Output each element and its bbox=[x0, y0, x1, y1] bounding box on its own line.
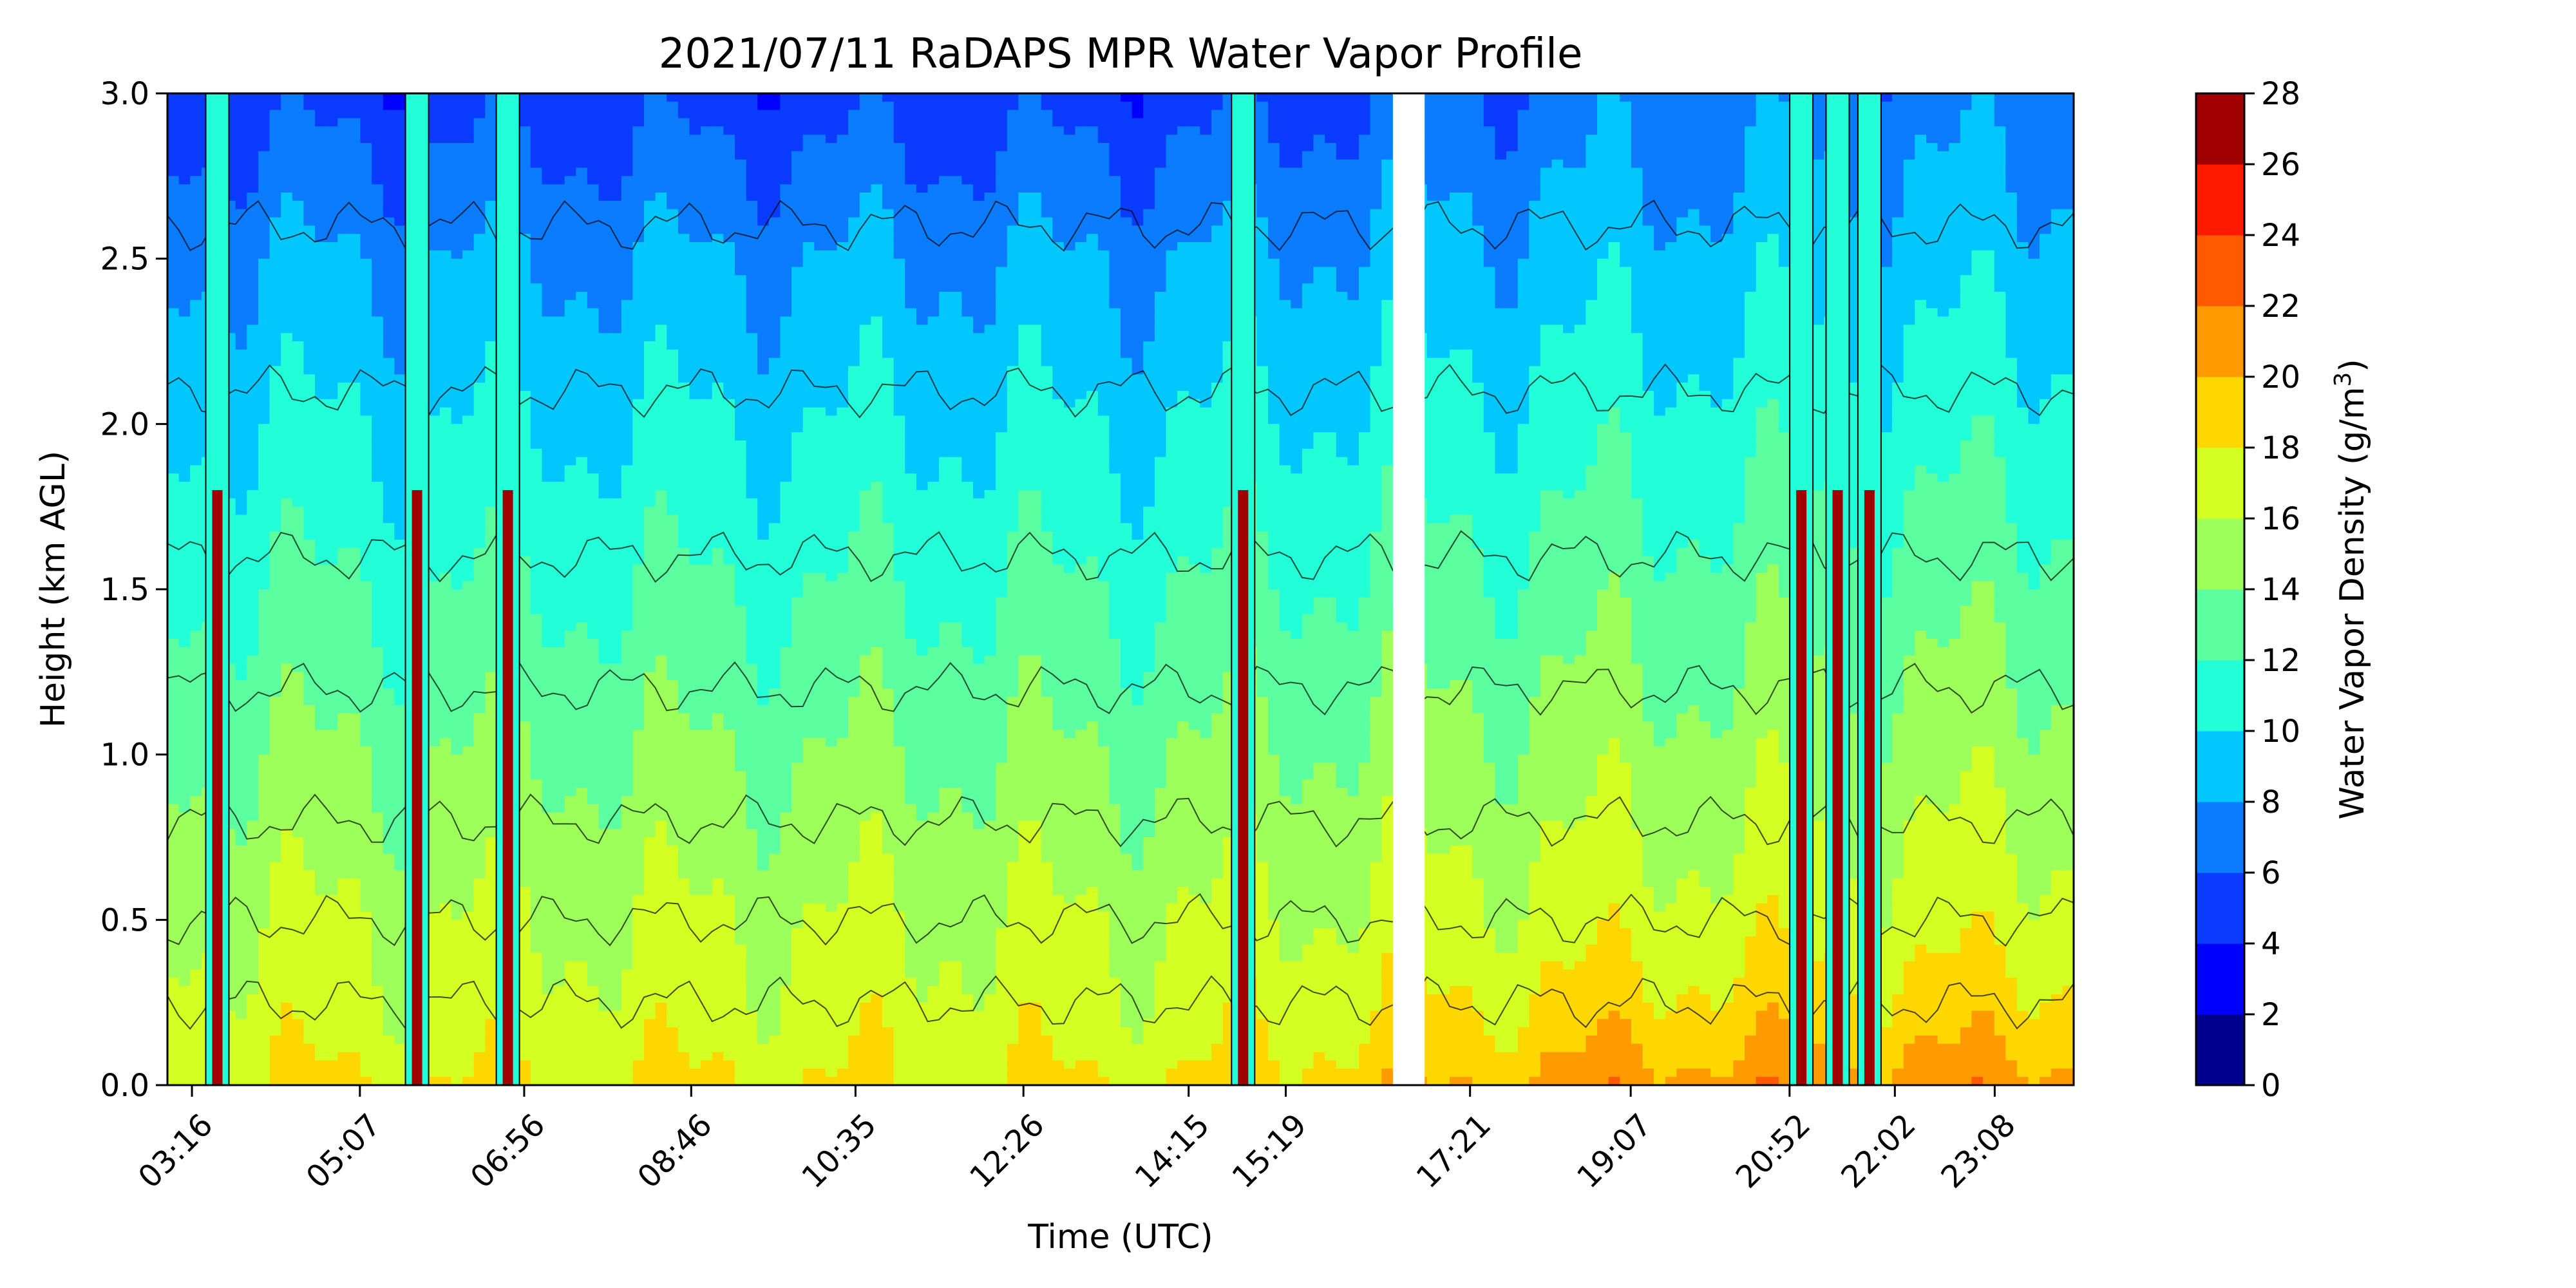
colorbar-tick-label: 14 bbox=[2261, 572, 2300, 608]
colorbar-tick-label: 26 bbox=[2261, 147, 2300, 183]
x-tick-label: 17:21 bbox=[1410, 1107, 1498, 1195]
y-tick-label: 3.0 bbox=[100, 76, 149, 112]
y-tick-label: 0.5 bbox=[100, 902, 149, 938]
colorbar-tick-label: 16 bbox=[2261, 501, 2300, 537]
colorbar-tick-label: 28 bbox=[2261, 76, 2300, 112]
colorbar-tick-label: 4 bbox=[2261, 926, 2281, 962]
precip-core bbox=[1864, 490, 1875, 1085]
y-axis-label: Height (km AGL) bbox=[34, 451, 73, 728]
colorbar-tick-label: 2 bbox=[2261, 997, 2281, 1033]
x-axis-label: Time (UTC) bbox=[1027, 1218, 1213, 1256]
colorbar-tick-label: 20 bbox=[2261, 359, 2300, 395]
x-axis: 03:16 05:07 06:56 08:46 10:35 12:26 14:15 15:19… bbox=[131, 1085, 2023, 1195]
precip-core bbox=[412, 490, 422, 1085]
x-tick-label: 12:26 bbox=[963, 1107, 1051, 1195]
contour-line bbox=[167, 893, 2074, 947]
colorbar-segment bbox=[2196, 802, 2244, 873]
colorbar-segment bbox=[2196, 448, 2244, 519]
colorbar-tick-label: 10 bbox=[2261, 714, 2300, 750]
data-gap bbox=[1392, 93, 1425, 1085]
colorbar-tick-label: 22 bbox=[2261, 289, 2300, 325]
contour-line bbox=[167, 793, 2074, 848]
colorbar-segment bbox=[2196, 235, 2244, 307]
x-tick-label: 15:19 bbox=[1226, 1107, 1314, 1195]
colorbar-segment bbox=[2196, 1014, 2244, 1086]
precip-core bbox=[1796, 490, 1807, 1085]
colorbar-segment bbox=[2196, 589, 2244, 661]
colorbar-segment bbox=[2196, 873, 2244, 944]
x-tick-label: 05:07 bbox=[299, 1107, 388, 1195]
colorbar-tick-label: 18 bbox=[2261, 430, 2300, 466]
colorbar-segment bbox=[2196, 518, 2244, 590]
x-tick-label: 19:07 bbox=[1570, 1107, 1658, 1195]
x-tick-label: 08:46 bbox=[630, 1107, 719, 1195]
colorbar-segment bbox=[2196, 731, 2244, 802]
precip-core bbox=[1832, 490, 1843, 1085]
contour-features bbox=[167, 93, 2074, 1085]
colorbar-label-suffix: ) bbox=[2333, 359, 2372, 372]
colorbar-tick-label: 6 bbox=[2261, 855, 2281, 891]
colorbar-tick-label: 12 bbox=[2261, 643, 2300, 679]
colorbar-label-sup: 3 bbox=[2330, 372, 2356, 387]
y-tick-label: 1.5 bbox=[100, 572, 149, 608]
contour-bands bbox=[167, 93, 2074, 1085]
colorbar-tick-label: 24 bbox=[2261, 218, 2300, 254]
contour-line bbox=[167, 975, 2074, 1030]
x-tick-label: 23:08 bbox=[1934, 1107, 2022, 1195]
colorbar-tick-label: 8 bbox=[2261, 784, 2281, 820]
colorbar-label: Water Vapor Density (g/m3) bbox=[2330, 359, 2372, 819]
colorbar-segment bbox=[2196, 377, 2244, 448]
contour-line bbox=[167, 530, 2074, 583]
contour-line bbox=[167, 199, 2074, 252]
x-tick-label: 10:35 bbox=[795, 1107, 883, 1195]
precip-core bbox=[502, 490, 513, 1085]
colorbar-segment bbox=[2196, 306, 2244, 377]
chart-title: 2021/07/11 RaDAPS MPR Water Vapor Profil… bbox=[659, 30, 1583, 78]
y-axis: 0.0 0.5 1.0 1.5 2.0 2.5 3.0 bbox=[100, 76, 167, 1104]
x-tick-label: 22:02 bbox=[1834, 1107, 1922, 1195]
x-tick-label: 20:52 bbox=[1729, 1107, 1817, 1195]
precip-core bbox=[1238, 490, 1249, 1085]
y-tick-label: 0.0 bbox=[100, 1068, 149, 1104]
colorbar-segment bbox=[2196, 660, 2244, 732]
colorbar-tick-label: 0 bbox=[2261, 1068, 2281, 1104]
colorbar-segment bbox=[2196, 943, 2244, 1015]
y-tick-label: 1.0 bbox=[100, 737, 149, 773]
colorbar-segment bbox=[2196, 93, 2244, 165]
x-tick-label: 14:15 bbox=[1128, 1107, 1217, 1195]
colorbar-label-prefix: Water Vapor Density (g/m bbox=[2333, 387, 2372, 820]
x-tick-label: 03:16 bbox=[131, 1107, 220, 1195]
y-tick-label: 2.5 bbox=[100, 242, 149, 278]
contour-line bbox=[167, 661, 2074, 716]
colorbar-segment bbox=[2196, 164, 2244, 236]
y-tick-label: 2.0 bbox=[100, 406, 149, 442]
x-tick-label: 06:56 bbox=[464, 1107, 552, 1195]
contour-line bbox=[167, 363, 2074, 419]
precip-core bbox=[212, 490, 223, 1085]
plot-area bbox=[167, 93, 2074, 1085]
